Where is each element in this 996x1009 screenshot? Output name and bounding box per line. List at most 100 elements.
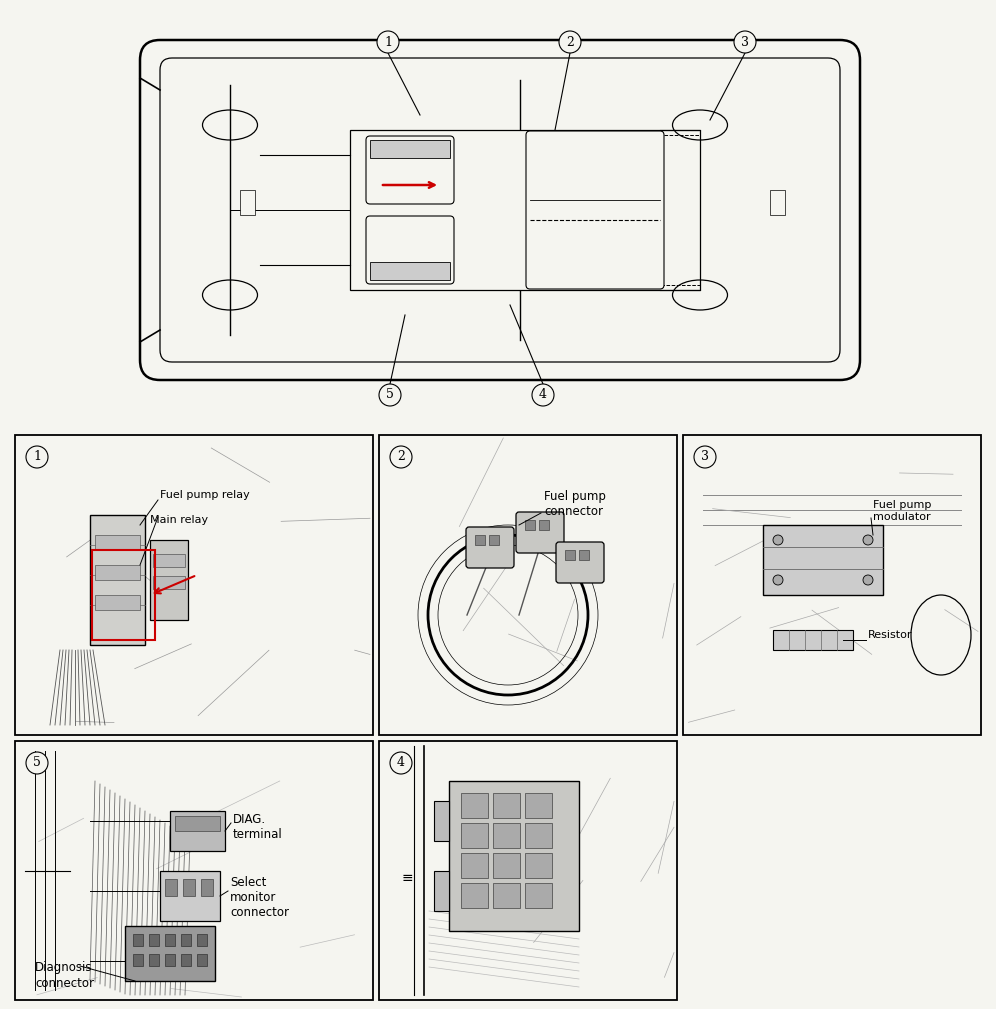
Circle shape: [863, 535, 873, 545]
Bar: [201, 879, 213, 896]
Bar: [493, 883, 520, 908]
Bar: [379, 435, 677, 735]
Bar: [370, 262, 450, 281]
Bar: [475, 535, 485, 545]
Bar: [525, 823, 552, 848]
Bar: [90, 515, 145, 645]
Text: ≡: ≡: [401, 871, 412, 885]
Bar: [530, 135, 700, 285]
Bar: [770, 190, 785, 215]
Bar: [149, 954, 159, 966]
Bar: [165, 879, 177, 896]
Bar: [525, 883, 552, 908]
Bar: [461, 853, 488, 878]
Text: 1: 1: [33, 450, 41, 463]
Text: 5: 5: [33, 757, 41, 770]
Bar: [133, 934, 143, 946]
FancyBboxPatch shape: [366, 136, 454, 204]
Bar: [170, 811, 225, 851]
Text: connector: connector: [35, 977, 94, 990]
Bar: [461, 793, 488, 818]
Circle shape: [863, 575, 873, 585]
Bar: [95, 535, 140, 550]
Bar: [175, 816, 220, 831]
Bar: [15, 435, 373, 735]
Bar: [183, 879, 195, 896]
Bar: [379, 741, 677, 1000]
Bar: [125, 926, 215, 981]
Bar: [153, 576, 185, 589]
FancyBboxPatch shape: [140, 40, 860, 380]
Text: Resistor: Resistor: [868, 630, 912, 640]
Bar: [0, 0, 996, 430]
Bar: [525, 853, 552, 878]
Text: Fuel pump
connector: Fuel pump connector: [544, 490, 606, 518]
Bar: [434, 871, 449, 911]
Text: 3: 3: [701, 450, 709, 463]
Text: 3: 3: [741, 35, 749, 48]
Circle shape: [773, 575, 783, 585]
Bar: [565, 550, 575, 560]
Circle shape: [390, 752, 412, 774]
Bar: [449, 781, 579, 931]
Circle shape: [26, 752, 48, 774]
Bar: [489, 535, 499, 545]
Circle shape: [694, 446, 716, 468]
Text: DIAG.: DIAG.: [233, 813, 266, 826]
Circle shape: [532, 384, 554, 406]
Circle shape: [379, 384, 401, 406]
Bar: [95, 595, 140, 610]
Bar: [165, 934, 175, 946]
Bar: [683, 435, 981, 735]
Text: Fuel pump
modulator: Fuel pump modulator: [873, 500, 931, 522]
Bar: [181, 934, 191, 946]
Bar: [370, 140, 450, 158]
Text: 1: 1: [384, 35, 392, 48]
FancyBboxPatch shape: [556, 542, 604, 583]
Bar: [197, 954, 207, 966]
Bar: [95, 565, 140, 580]
Text: 2: 2: [397, 450, 405, 463]
Bar: [773, 630, 853, 650]
Bar: [493, 793, 520, 818]
Bar: [461, 883, 488, 908]
FancyBboxPatch shape: [516, 512, 564, 553]
Bar: [579, 550, 589, 560]
Bar: [150, 540, 188, 620]
Bar: [350, 130, 700, 290]
Bar: [197, 934, 207, 946]
Bar: [133, 954, 143, 966]
Bar: [434, 801, 449, 840]
Bar: [525, 520, 535, 530]
Text: connector: connector: [230, 906, 289, 919]
Text: Select: Select: [230, 876, 266, 889]
Circle shape: [773, 535, 783, 545]
Text: 4: 4: [397, 757, 405, 770]
FancyBboxPatch shape: [526, 131, 664, 289]
Bar: [493, 853, 520, 878]
Bar: [240, 190, 255, 215]
FancyBboxPatch shape: [366, 216, 454, 284]
Bar: [763, 525, 883, 595]
Text: 4: 4: [539, 388, 547, 402]
Text: monitor: monitor: [230, 891, 276, 904]
Bar: [525, 793, 552, 818]
Bar: [461, 823, 488, 848]
FancyBboxPatch shape: [466, 527, 514, 568]
Text: Diagnosis: Diagnosis: [35, 961, 93, 974]
Text: terminal: terminal: [233, 828, 283, 840]
Circle shape: [734, 31, 756, 53]
Circle shape: [390, 446, 412, 468]
Text: 2: 2: [566, 35, 574, 48]
Circle shape: [559, 31, 581, 53]
Bar: [165, 954, 175, 966]
Circle shape: [26, 446, 48, 468]
Bar: [539, 520, 549, 530]
Text: 5: 5: [386, 388, 394, 402]
Bar: [160, 871, 220, 921]
Bar: [153, 554, 185, 567]
Bar: [149, 934, 159, 946]
Text: Fuel pump relay: Fuel pump relay: [160, 490, 250, 500]
Bar: [15, 741, 373, 1000]
Bar: [493, 823, 520, 848]
